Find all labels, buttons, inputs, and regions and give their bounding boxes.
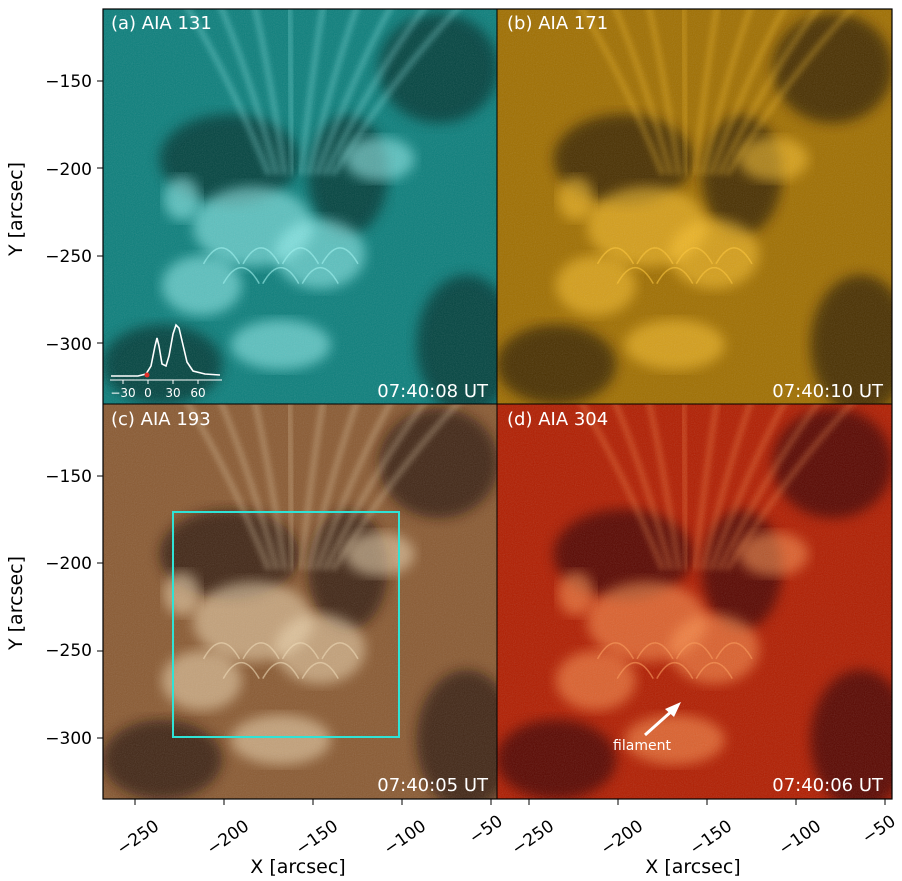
inset-tick-label: 0 [144, 386, 152, 400]
panel-b-label: (b) AIA 171 [507, 13, 608, 34]
x-axis-left: −250 −200 −150 −100 −50 X [arcsec] [113, 811, 506, 878]
x-axis-label: X [arcsec] [250, 856, 345, 878]
x-tick-label: −50 [859, 811, 900, 848]
noise-overlay [103, 9, 497, 404]
panel-a-image [103, 9, 497, 404]
x-tick-label: −100 [775, 816, 825, 859]
y-tick-label: −200 [45, 554, 92, 574]
panel-c-time: 07:40:05 UT [377, 775, 489, 796]
filament-arrow-head [665, 702, 681, 717]
filament-arrow [644, 708, 674, 737]
panel-d-aia-304 [497, 404, 892, 799]
filament-annotation: filament [613, 702, 681, 754]
x-axis-label: X [arcsec] [645, 856, 740, 878]
panel-b-aia-171 [497, 9, 892, 404]
x-tick-label: −200 [203, 816, 253, 859]
panel-d-image [497, 404, 892, 799]
panel-c-image [103, 404, 497, 799]
y-axis-top: −150 −200 −250 −300 Y [arcsec] [5, 72, 92, 355]
noise-overlay [497, 9, 892, 404]
x-tick-label: −150 [292, 816, 342, 859]
panel-c-aia-193 [103, 404, 497, 799]
panel-d-time: 07:40:06 UT [772, 775, 884, 796]
panel-a-label: (a) AIA 131 [111, 13, 212, 34]
x-tick-label: −200 [597, 816, 647, 859]
panel-b-time: 07:40:10 UT [772, 381, 884, 402]
y-tick-label: −150 [45, 72, 92, 92]
x-tick-label: −50 [466, 811, 507, 848]
inset-light-curve [111, 323, 221, 377]
inset-tick-label: 30 [165, 386, 180, 400]
x-axis-right: −250 −200 −150 −100 −50 X [arcsec] [508, 811, 899, 878]
panel-a-aia-131 [103, 9, 497, 404]
tick-marks [97, 80, 886, 805]
inset-tick-label: 60 [190, 386, 205, 400]
panel-d-label: (d) AIA 304 [507, 409, 608, 430]
filament-label: filament [613, 738, 671, 754]
x-tick-label: −250 [113, 816, 163, 859]
noise-overlay [497, 404, 892, 799]
y-tick-label: −250 [45, 641, 92, 661]
inset-time-marker [144, 372, 150, 378]
x-tick-label: −150 [686, 816, 736, 859]
panel-a-time: 07:40:08 UT [377, 381, 489, 402]
y-tick-label: −300 [45, 335, 92, 355]
lightcurve-inset: −30 0 30 60 [110, 323, 222, 400]
x-tick-label: −250 [508, 816, 558, 859]
y-tick-label: −200 [45, 160, 92, 180]
x-tick-label: −100 [380, 816, 430, 859]
y-axis-label: Y [arcsec] [5, 162, 27, 257]
panel-c-label: (c) AIA 193 [111, 409, 211, 430]
y-tick-label: −150 [45, 467, 92, 487]
y-tick-label: −300 [45, 729, 92, 749]
inset-tick-label: −30 [110, 386, 135, 400]
noise-overlay [103, 404, 497, 799]
panel-b-image [497, 9, 892, 404]
y-axis-bottom: −150 −200 −250 −300 Y [arcsec] [5, 467, 92, 749]
region-of-interest-box [172, 511, 400, 738]
y-tick-label: −250 [45, 247, 92, 267]
y-axis-label: Y [arcsec] [5, 556, 27, 651]
